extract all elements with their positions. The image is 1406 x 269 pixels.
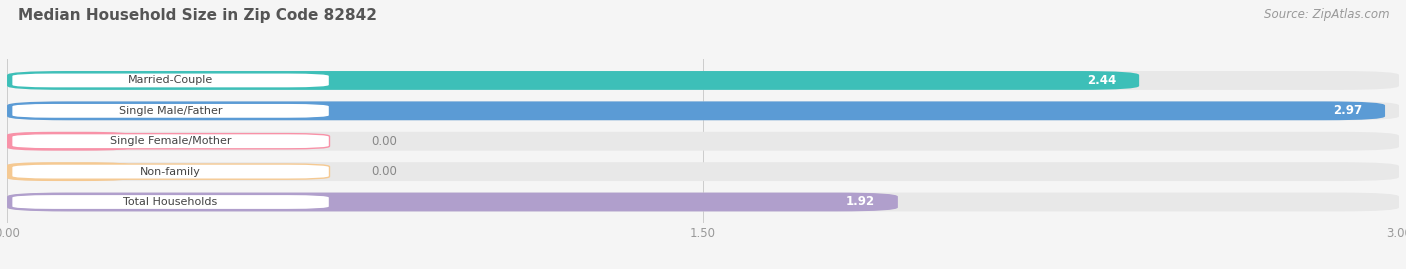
- Text: 2.97: 2.97: [1333, 104, 1362, 117]
- FancyBboxPatch shape: [11, 73, 329, 88]
- Text: Married-Couple: Married-Couple: [128, 75, 214, 86]
- FancyBboxPatch shape: [7, 162, 1399, 181]
- FancyBboxPatch shape: [7, 132, 1399, 151]
- Text: 0.00: 0.00: [371, 165, 396, 178]
- FancyBboxPatch shape: [11, 194, 329, 210]
- FancyBboxPatch shape: [7, 132, 131, 151]
- FancyBboxPatch shape: [7, 193, 1399, 211]
- FancyBboxPatch shape: [7, 71, 1139, 90]
- Text: Source: ZipAtlas.com: Source: ZipAtlas.com: [1264, 8, 1389, 21]
- FancyBboxPatch shape: [7, 101, 1399, 120]
- FancyBboxPatch shape: [7, 162, 131, 181]
- FancyBboxPatch shape: [11, 103, 329, 118]
- Text: Total Households: Total Households: [124, 197, 218, 207]
- FancyBboxPatch shape: [7, 71, 1399, 90]
- Text: Non-family: Non-family: [141, 167, 201, 177]
- Text: 2.44: 2.44: [1087, 74, 1116, 87]
- Text: Single Male/Father: Single Male/Father: [120, 106, 222, 116]
- FancyBboxPatch shape: [7, 193, 898, 211]
- FancyBboxPatch shape: [7, 101, 1385, 120]
- Text: Median Household Size in Zip Code 82842: Median Household Size in Zip Code 82842: [18, 8, 377, 23]
- Text: Single Female/Mother: Single Female/Mother: [110, 136, 232, 146]
- Text: 1.92: 1.92: [845, 196, 875, 208]
- FancyBboxPatch shape: [11, 164, 329, 179]
- Text: 0.00: 0.00: [371, 135, 396, 148]
- FancyBboxPatch shape: [11, 134, 329, 149]
